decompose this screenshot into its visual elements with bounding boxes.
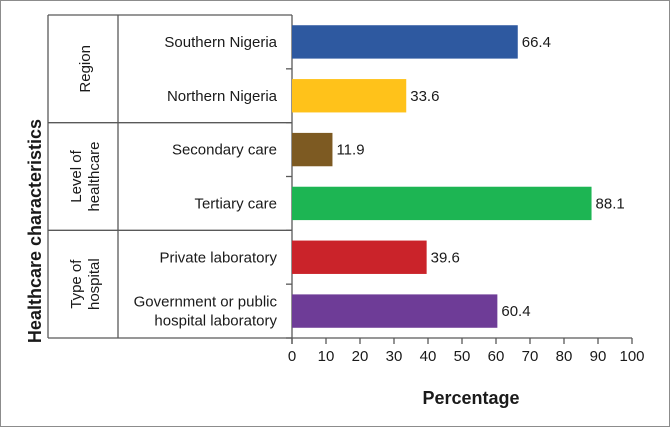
x-tick-label: 70 <box>522 348 539 365</box>
x-tick-label: 90 <box>590 348 607 365</box>
x-tick-label: 100 <box>619 348 644 365</box>
bar <box>292 186 592 221</box>
bar <box>292 294 498 328</box>
bar <box>292 132 333 167</box>
x-tick-label: 40 <box>420 348 437 365</box>
x-tick-label: 20 <box>352 348 369 365</box>
x-tick-label: 80 <box>556 348 573 365</box>
category-label: Private laboratory <box>159 249 277 266</box>
data-label: 11.9 <box>336 142 364 159</box>
category-label: Tertiary care <box>194 195 277 212</box>
data-label: 60.4 <box>501 303 530 320</box>
x-tick-label: 30 <box>386 348 403 365</box>
category-label: Southern Nigeria <box>164 34 277 51</box>
category-label: Secondary care <box>172 142 277 159</box>
x-axis-title: Percentage <box>422 388 519 408</box>
y-axis-title: Healthcare characteristics <box>25 119 45 343</box>
group-label: Region <box>77 45 94 93</box>
data-label: 66.4 <box>522 34 551 51</box>
data-label: 88.1 <box>596 195 625 212</box>
group-label: Type ofhospital <box>68 258 103 310</box>
data-label: 33.6 <box>410 88 439 105</box>
x-tick-label: 10 <box>318 348 335 365</box>
category-label: Government or public hospital laboratory <box>134 294 278 330</box>
data-label: 39.6 <box>431 249 460 266</box>
x-tick-label: 0 <box>288 348 296 365</box>
bar <box>292 25 518 59</box>
bar <box>292 79 407 113</box>
group-label: Level ofhealthcare <box>68 141 103 211</box>
bar <box>292 240 427 274</box>
x-tick-label: 50 <box>454 348 471 365</box>
x-tick-label: 60 <box>488 348 505 365</box>
category-label: Northern Nigeria <box>167 88 278 105</box>
